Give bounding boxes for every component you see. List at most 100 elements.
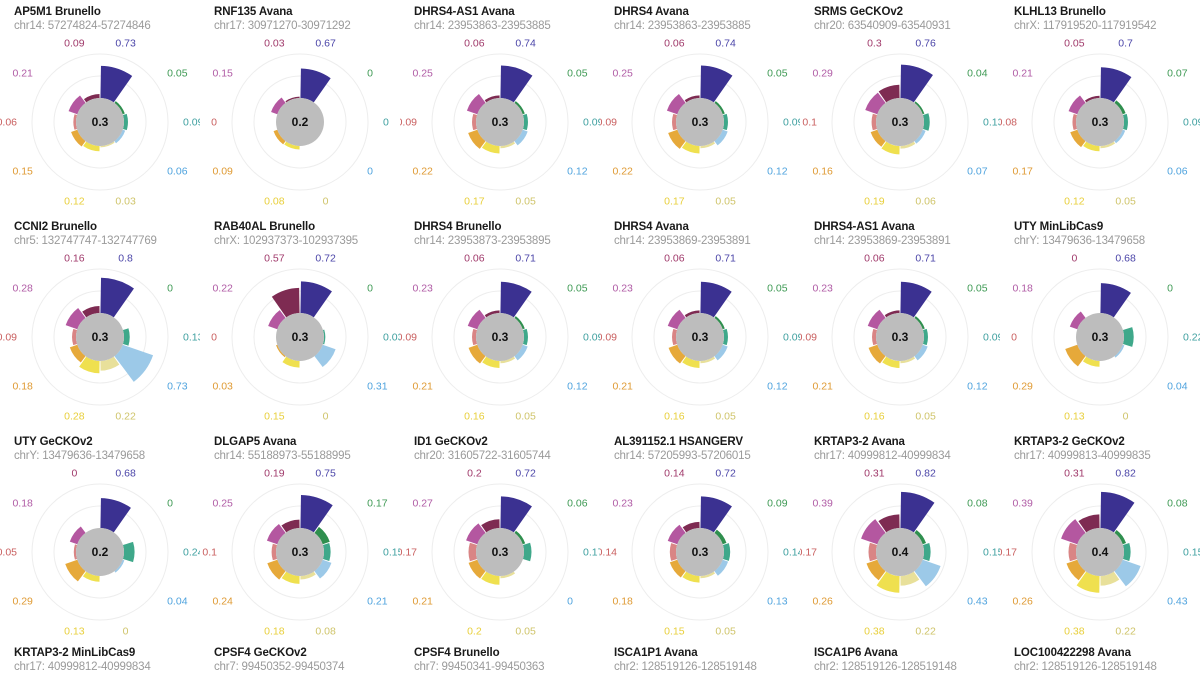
- sector-wedge: [72, 328, 78, 346]
- sector-value-label: 0.23: [612, 283, 633, 295]
- chart-cell[interactable]: DHRS4 Avana chr14: 23953863-23953885 0.3 0.…: [600, 0, 800, 215]
- sector-wedge: [865, 92, 886, 115]
- chart-title-block: KRTAP3-2 MinLibCas9 chr17: 40999812-40999…: [0, 645, 200, 674]
- radial-bar-chart: 0.2 0.67 0 0 0 0 0.08 0.09 0 0.15 0.03: [211, 38, 389, 208]
- sector-value-label: 0.12: [767, 165, 788, 177]
- sector-value-label: 0.15: [664, 625, 685, 637]
- chart-title-block: ISCA1P1 Avana chr2: 128519126-128519148: [600, 645, 800, 674]
- sector-wedge: [282, 356, 300, 368]
- sector-value-label: 0.08: [967, 498, 988, 510]
- chart-cell[interactable]: DHRS4-AS1 Avana chr14: 23953863-23953885 0…: [400, 0, 600, 215]
- chart-title-block: DHRS4 Avana chr14: 23953863-23953885: [600, 0, 800, 33]
- chart-title-block: DHRS4 Avana chr14: 23953869-23953891: [600, 215, 800, 248]
- sector-wedge: [1083, 141, 1100, 152]
- sector-wedge: [871, 113, 878, 131]
- locus-label: chr2: 128519126-128519148: [1014, 660, 1157, 673]
- center-hub: [476, 528, 524, 576]
- sector-value-label: 0.75: [315, 468, 336, 480]
- center-value: 0.4: [1092, 545, 1109, 559]
- chart-cell[interactable]: DHRS4 Brunello chr14: 23953873-23953895 0.…: [400, 215, 600, 430]
- grid-ring-outer: [431, 268, 569, 406]
- chart-cell[interactable]: ID1 GeCKOv2 chr20: 31605722-31605744 0.3 0.…: [400, 430, 600, 645]
- chart-cell[interactable]: DHRS4-AS1 Avana chr14: 23953869-23953891 0…: [800, 215, 1000, 430]
- sector-value-label: 0.08: [315, 625, 336, 637]
- chart-cell[interactable]: DLGAP5 Avana chr14: 55188973-55188995 0.3 0…: [200, 430, 400, 645]
- sector-value-label: 0.09: [64, 38, 85, 50]
- sector-wedge: [672, 328, 678, 346]
- sector-wedge: [83, 94, 100, 103]
- sector-wedge: [884, 310, 900, 318]
- sector-value-label: 0.29: [12, 595, 33, 607]
- sector-wedge: [682, 571, 700, 583]
- chart-title-block: KRTAP3-2 Avana chr17: 40999812-40999834: [800, 430, 1000, 463]
- chart-cell[interactable]: SRMS GeCKOv2 chr20: 63540909-63540931 0.3 0…: [800, 0, 1000, 215]
- sector-wedge: [700, 496, 732, 533]
- sector-value-label: 0.2: [467, 468, 482, 480]
- chart-cell[interactable]: AL391152.1 HSANGERV chr14: 57205993-57206…: [600, 430, 800, 645]
- sector-value-label: 0.38: [864, 625, 885, 637]
- plot-area: 0.4 0.82 0.08 0.15 0.43 0.22 0.38 0.26 0.17 0.39 0…: [1000, 466, 1200, 644]
- chart-cell[interactable]: KLHL13 Brunello chrX: 117919520-117919542…: [1000, 0, 1200, 215]
- sector-wedge: [522, 542, 532, 562]
- sector-value-label: 0.17: [1012, 165, 1033, 177]
- gene-label: KLHL13 Brunello: [1014, 6, 1106, 18]
- sector-wedge: [65, 307, 86, 330]
- sector-value-label: 0.18: [612, 595, 633, 607]
- chart-cell[interactable]: KRTAP3-2 Avana chr17: 40999812-40999834 0.…: [800, 430, 1000, 645]
- sector-wedge: [900, 64, 933, 103]
- chart-cell[interactable]: UTY MinLibCas9 chrY: 13479636-13479658 0.3…: [1000, 215, 1200, 430]
- grid-ring-outer: [631, 53, 769, 191]
- sector-value-label: 0.27: [412, 498, 433, 510]
- sector-value-label: 0.39: [812, 498, 833, 510]
- chart-cell[interactable]: CCNI2 Brunello chr5: 132747747-132747769 0…: [0, 215, 200, 430]
- sector-wedge: [281, 571, 300, 584]
- chart-title-block: DHRS4-AS1 Avana chr14: 23953869-23953891: [800, 215, 1000, 248]
- radial-chart-grid: AP5M1 Brunello chr14: 57274824-57274846 0.…: [0, 0, 1200, 645]
- radial-bar-chart: 0.3 0.68 0 0.22 0.04 0 0.13 0.29 0 0.18 0: [1011, 253, 1200, 423]
- chart-cell[interactable]: AP5M1 Brunello chr14: 57274824-57274846 0.…: [0, 0, 200, 215]
- center-hub: [1076, 313, 1124, 361]
- sector-wedge: [714, 316, 725, 330]
- locus-label: chr17: 40999812-40999834: [814, 449, 951, 462]
- sector-value-label: 0.71: [515, 253, 536, 265]
- chart-cell[interactable]: RNF135 Avana chr17: 30971270-30971292 0.2 0…: [200, 0, 400, 215]
- locus-label: chr2: 128519126-128519148: [614, 660, 757, 673]
- sector-value-label: 0.15: [983, 547, 1000, 559]
- sector-wedge: [472, 113, 478, 131]
- sector-value-label: 0.38: [1064, 625, 1085, 637]
- sector-wedge: [684, 310, 700, 318]
- grid-ring-inner: [653, 505, 747, 599]
- chart-cell[interactable]: DHRS4 Avana chr14: 23953869-23953891 0.3 0.…: [600, 215, 800, 430]
- sector-wedge: [314, 559, 332, 579]
- radial-bar-chart: 0.3 0.7 0.07 0.09 0.06 0.05 0.12 0.17 0.08 0.21 0.…: [1000, 38, 1200, 208]
- chart-title-block: UTY GeCKOv2 chrY: 13479636-13479658: [0, 430, 200, 463]
- chart-title-block: DHRS4-AS1 Avana chr14: 23953863-23953885: [400, 0, 600, 33]
- sector-value-label: 0.16: [812, 165, 833, 177]
- chart-cell[interactable]: UTY GeCKOv2 chrY: 13479636-13479658 0.2 0.6…: [0, 430, 200, 645]
- center-hub: [476, 313, 524, 361]
- chart-cell[interactable]: RAB40AL Brunello chrX: 102937373-10293739…: [200, 215, 400, 430]
- sector-value-label: 0.17: [1000, 547, 1017, 559]
- sector-value-label: 0.05: [715, 410, 736, 422]
- sector-wedge: [82, 305, 100, 318]
- sector-value-label: 0.09: [400, 117, 417, 129]
- sector-value-label: 0.06: [0, 117, 17, 129]
- radial-bar-chart: 0.3 0.72 0.06 0.17 0 0.05 0.2 0.21 0.17 0.27 0.2: [400, 468, 600, 638]
- sector-value-label: 0: [323, 195, 329, 207]
- sector-value-label: 0.13: [983, 117, 1000, 129]
- grid-ring-inner: [453, 290, 547, 384]
- sector-value-label: 0.15: [264, 410, 285, 422]
- sector-value-label: 0.03: [264, 38, 285, 50]
- chart-cell[interactable]: KRTAP3-2 GeCKOv2 chr17: 40999813-40999835…: [1000, 430, 1200, 645]
- gene-label: KRTAP3-2 Avana: [814, 436, 905, 448]
- sector-value-label: 0.82: [915, 468, 936, 480]
- sector-wedge: [276, 344, 286, 358]
- sector-wedge: [300, 571, 316, 580]
- sector-wedge: [466, 523, 486, 545]
- sector-wedge: [922, 543, 931, 561]
- center-hub: [876, 313, 924, 361]
- sector-wedge: [1084, 95, 1100, 103]
- chart-title-block: CPSF4 GeCKOv2 chr7: 99450352-99450374: [200, 645, 400, 674]
- sector-value-label: 0.09: [583, 332, 600, 344]
- sector-wedge: [82, 571, 100, 582]
